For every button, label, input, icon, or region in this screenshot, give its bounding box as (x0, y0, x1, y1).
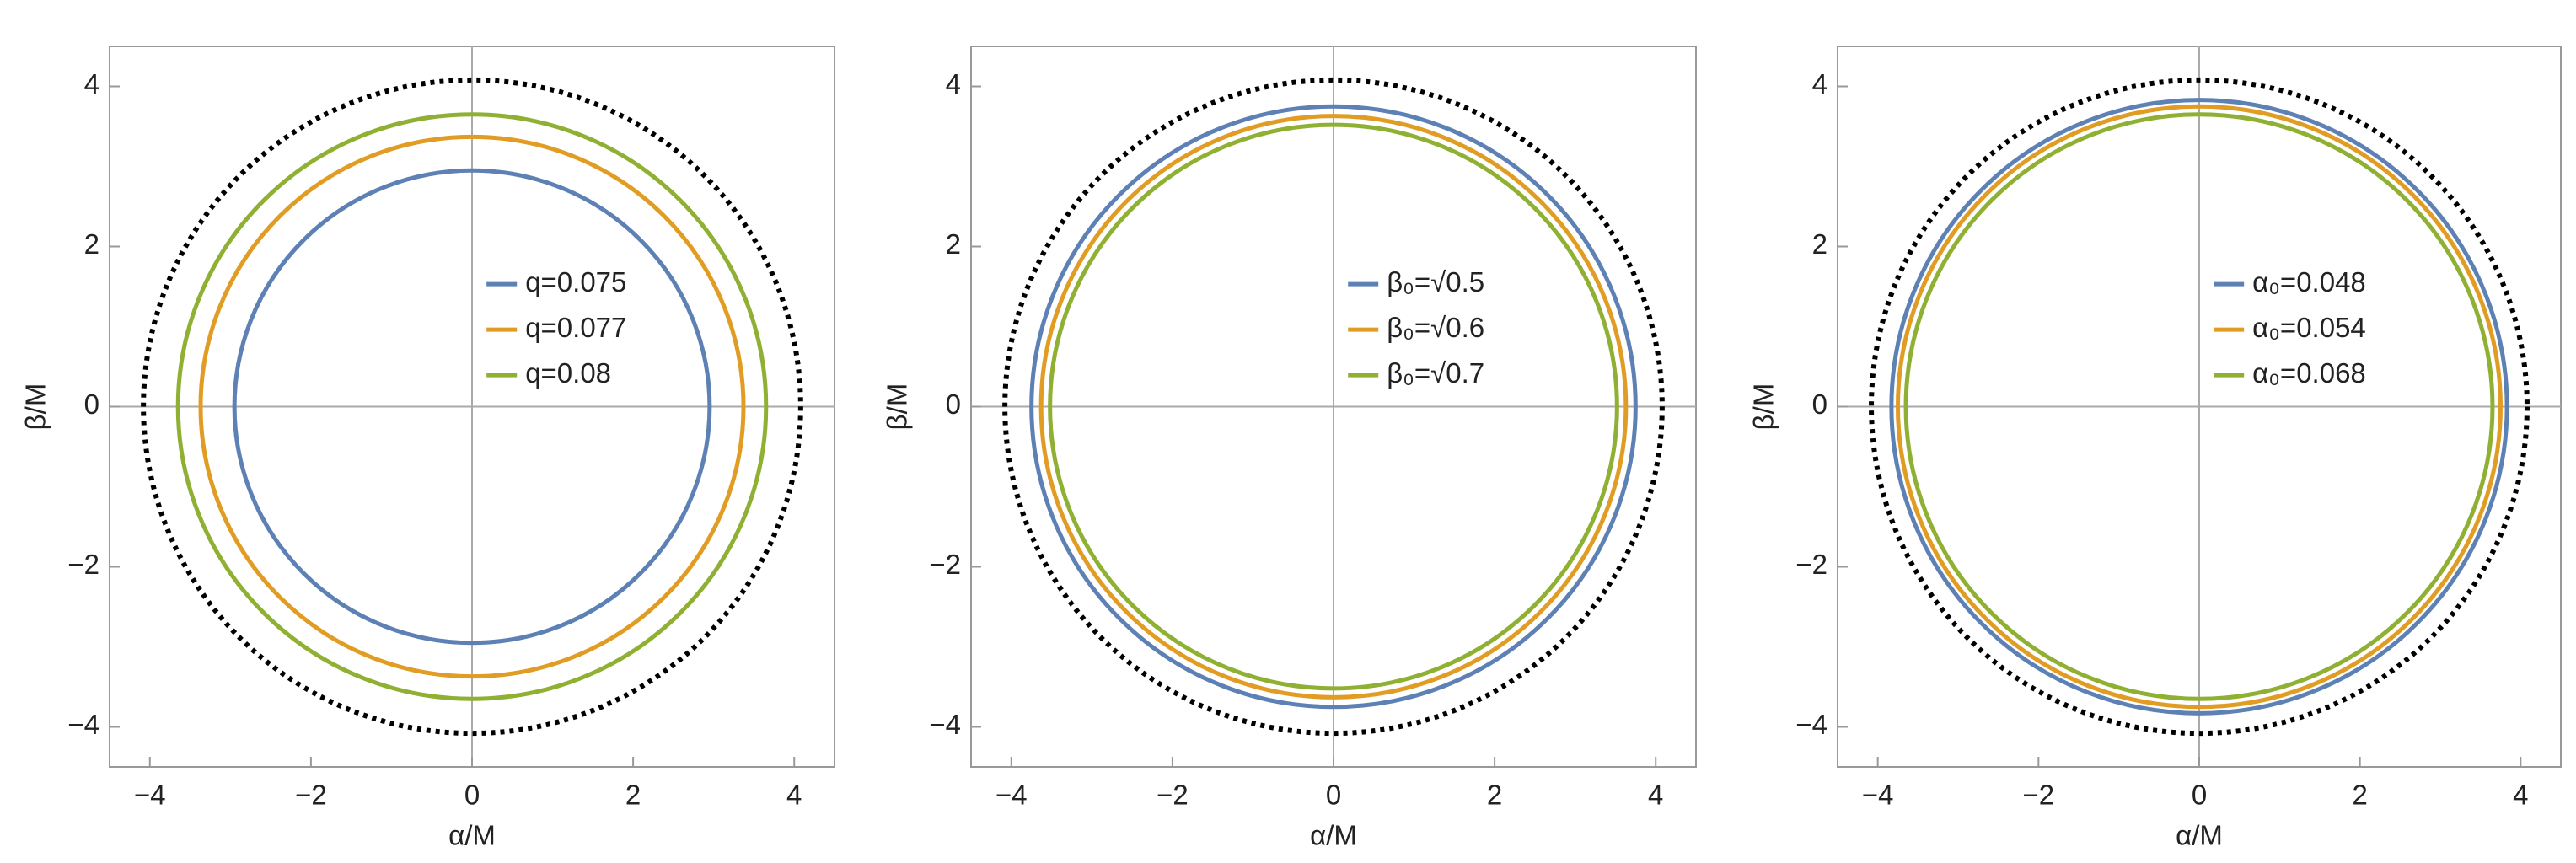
x-tick-label: −2 (1157, 780, 1189, 811)
x-tick-label: 0 (464, 780, 480, 811)
circle-curve (1903, 112, 2495, 701)
legend-label: α₀=0.048 (2252, 266, 2366, 297)
legend-label: β₀=√0.5 (1387, 266, 1484, 297)
y-tick-label: −2 (67, 549, 99, 580)
y-tick-label: −4 (67, 709, 99, 740)
y-axis-label: β/M (20, 383, 51, 431)
x-tick-label: −2 (2023, 780, 2055, 811)
y-tick-label: 2 (84, 228, 99, 260)
y-tick-label: 0 (946, 389, 961, 420)
y-tick-label: −2 (929, 549, 961, 580)
x-axis-label: α/M (1310, 820, 1357, 851)
y-tick-label: 4 (84, 68, 99, 99)
x-tick-label: 2 (625, 780, 641, 811)
y-tick-label: −4 (929, 709, 961, 740)
y-tick-label: 4 (946, 68, 961, 99)
y-tick-label: 2 (946, 228, 961, 260)
legend-label: β₀=√0.7 (1387, 357, 1484, 389)
circle-curve (198, 134, 746, 679)
panel: −4 −2 0 2 4 −4 −2 0 2 4 α/M β/M α₀=0.048 α₀=0.054 α₀=0… (1748, 46, 2562, 851)
y-tick-label: −4 (1795, 709, 1827, 740)
circle-curve (1038, 114, 1629, 700)
circle-curve (175, 112, 769, 701)
legend-label: q=0.075 (525, 266, 626, 297)
x-tick-label: −4 (1862, 780, 1894, 811)
panel: −4 −2 0 2 4 −4 −2 0 2 4 α/M β/M β₀=√0.5 β₀=√0.6 β₀=√0.… (882, 46, 1697, 851)
x-tick-label: 4 (1648, 780, 1663, 811)
circle-curve (1896, 104, 2503, 710)
legend-label: q=0.08 (525, 357, 611, 389)
x-tick-label: 4 (786, 780, 802, 811)
y-tick-label: −2 (1795, 549, 1827, 580)
y-tick-label: 0 (1812, 389, 1827, 420)
y-tick-label: 4 (1812, 68, 1827, 99)
x-axis-label: α/M (2176, 820, 2223, 851)
x-tick-label: 2 (1487, 780, 1502, 811)
circle-curve (1029, 104, 1638, 710)
x-tick-label: 0 (2192, 780, 2207, 811)
legend-label: β₀=√0.6 (1387, 312, 1484, 343)
x-tick-label: 0 (1326, 780, 1341, 811)
x-tick-label: −4 (996, 780, 1028, 811)
circle-curve (1048, 122, 1619, 691)
y-axis-label: β/M (882, 383, 913, 431)
x-tick-label: −4 (134, 780, 166, 811)
circle-curve (1889, 98, 2509, 716)
x-axis-label: α/M (448, 820, 496, 851)
legend-label: α₀=0.054 (2252, 312, 2366, 343)
reference-circle (141, 77, 803, 737)
circle-curve (232, 168, 712, 646)
x-tick-label: −2 (295, 780, 327, 811)
x-tick-label: 2 (2352, 780, 2367, 811)
reference-circle (1002, 77, 1665, 737)
legend-label: α₀=0.068 (2252, 357, 2366, 389)
panel: −4 −2 0 2 4 −4 −2 0 2 4 α/M β/M q=0.075 q=0.077 q=0.08 (20, 46, 835, 851)
y-tick-label: 0 (84, 389, 99, 420)
y-axis-label: β/M (1748, 383, 1779, 431)
legend-label: q=0.077 (525, 312, 626, 343)
x-tick-label: 4 (2513, 780, 2528, 811)
y-tick-label: 2 (1812, 228, 1827, 260)
reference-circle (1869, 77, 2530, 737)
